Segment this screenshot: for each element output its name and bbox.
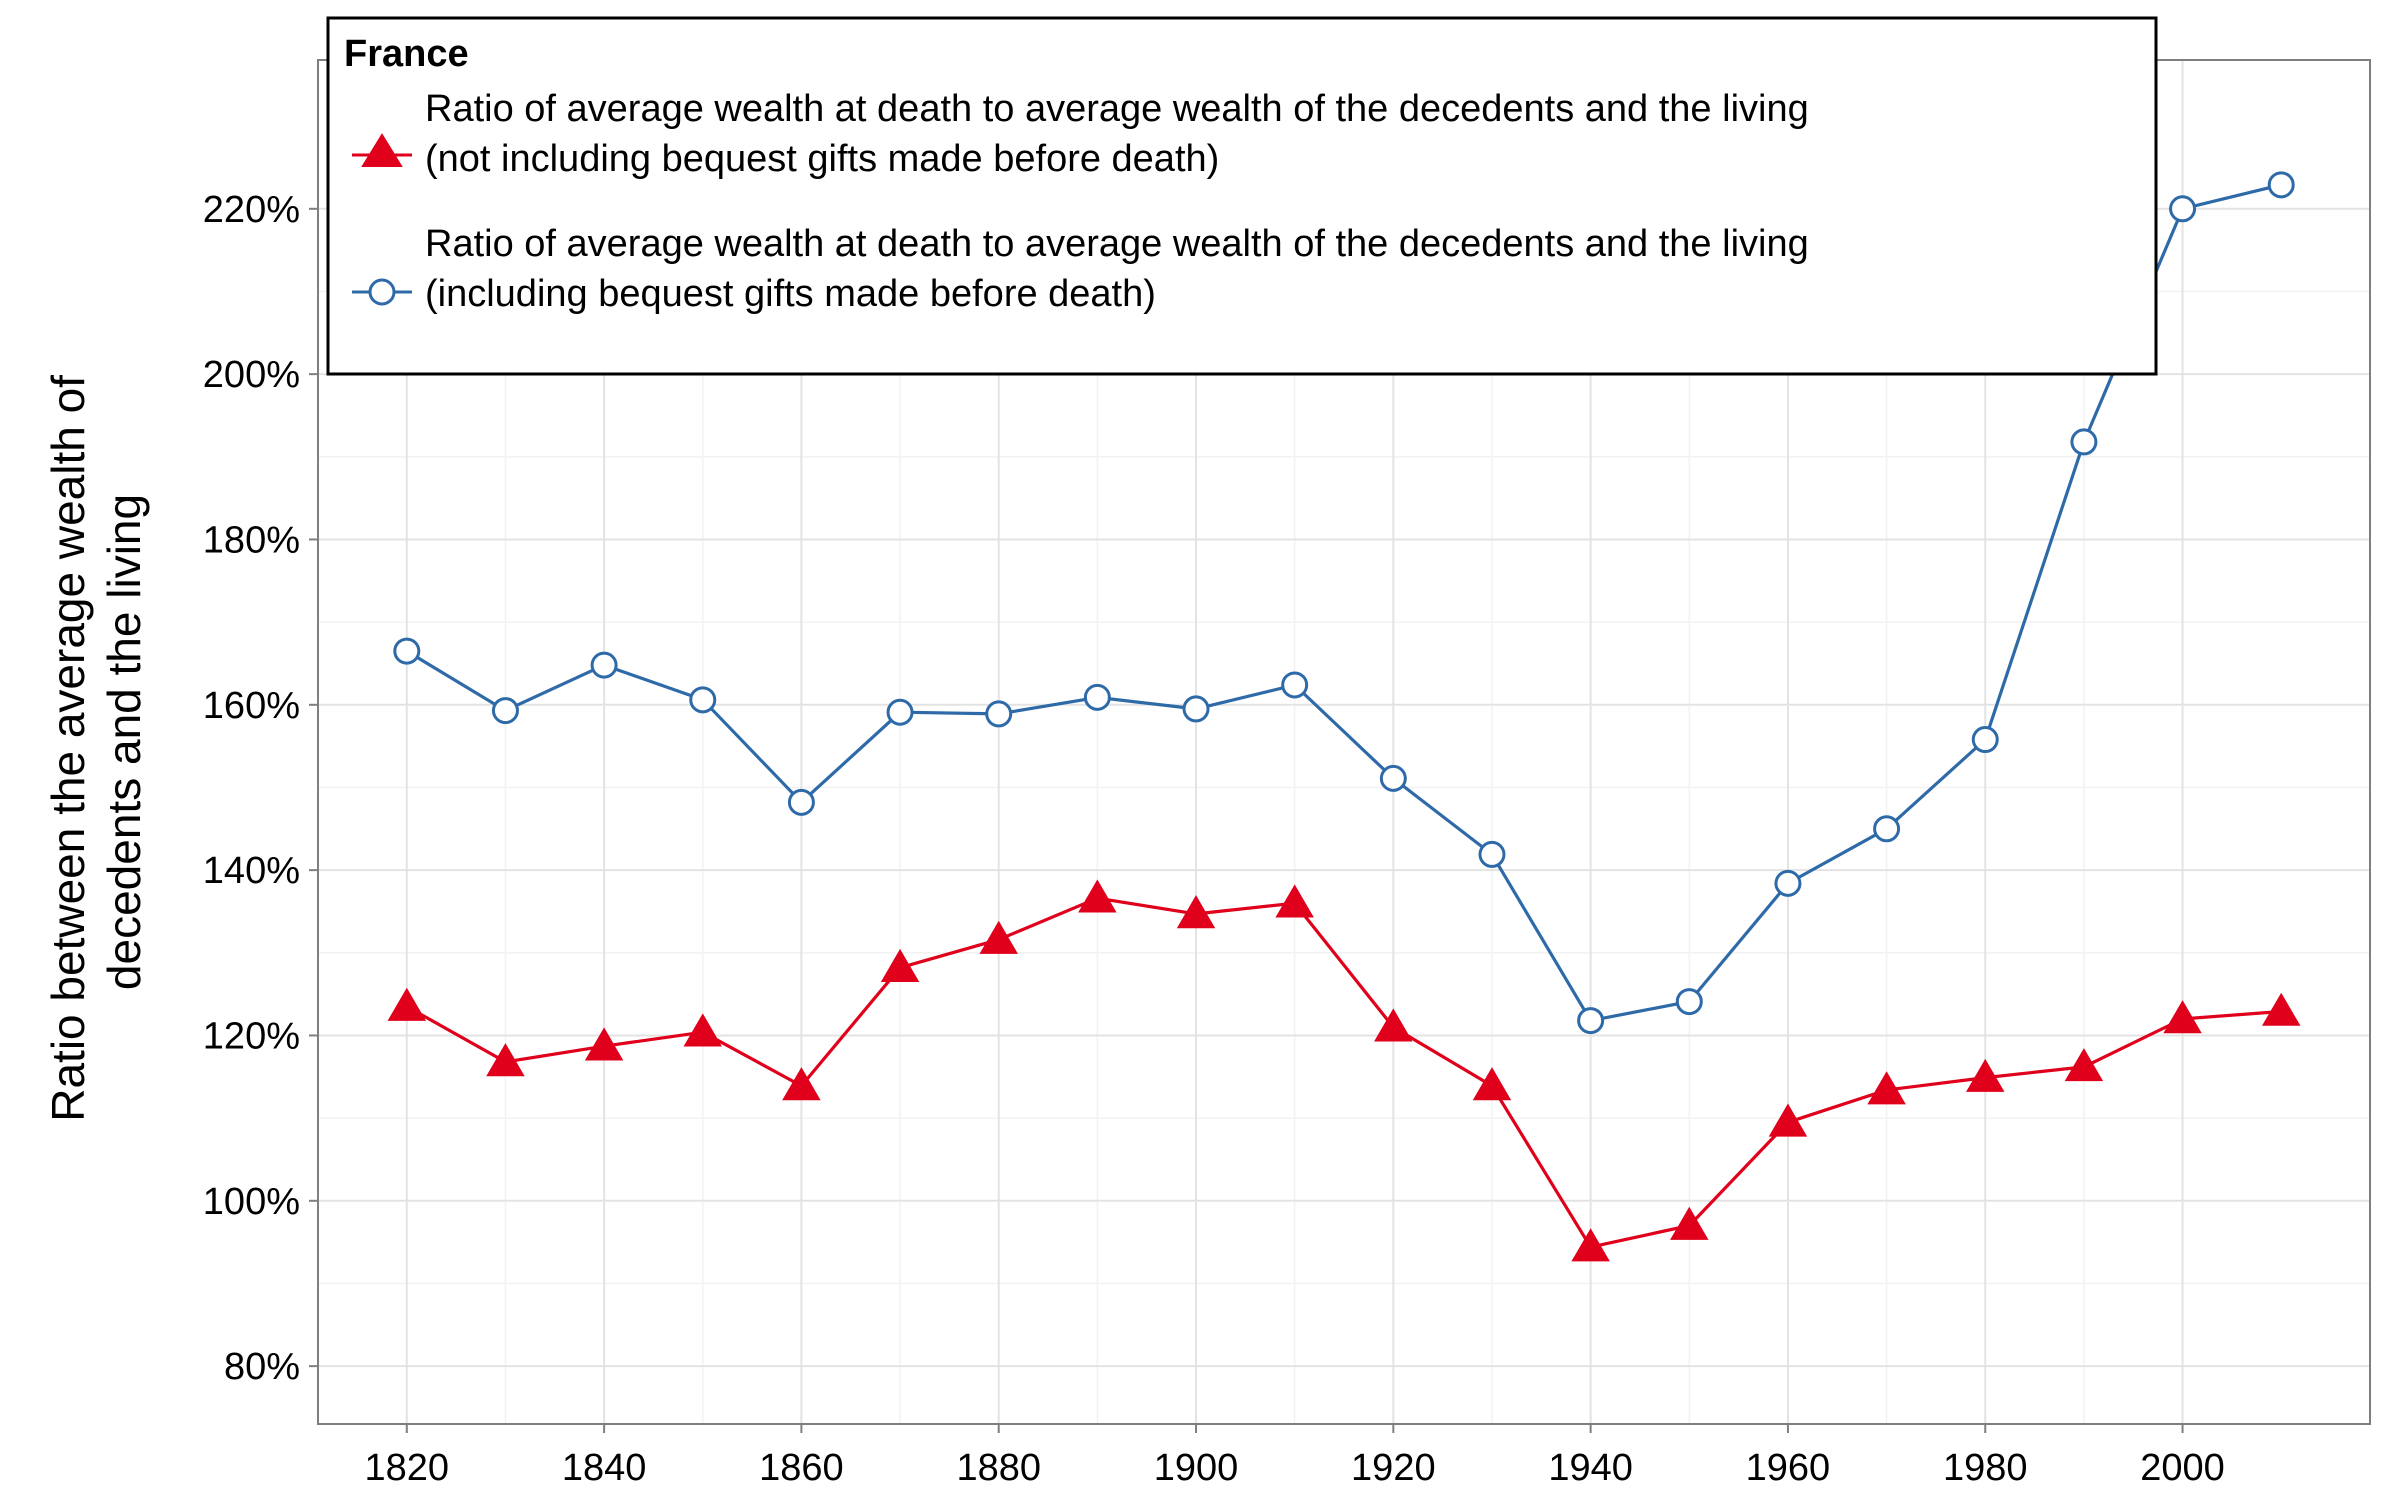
x-tick-label: 1860 xyxy=(759,1447,844,1489)
data-point-circle xyxy=(886,698,914,726)
data-point-triangle xyxy=(2163,1000,2202,1034)
data-point-circle xyxy=(1873,815,1901,843)
data-point-triangle xyxy=(683,1013,722,1047)
y-tick-label: 200% xyxy=(203,354,300,396)
legend-label-including-line-1: Ratio of average wealth at death to aver… xyxy=(425,223,1809,265)
y-axis-title-line-2: decedents and the living xyxy=(98,494,150,990)
y-axis-title-line-1: Ratio between the average wealth of xyxy=(42,375,94,1122)
data-point-circle xyxy=(1182,695,1210,723)
data-point-triangle xyxy=(1472,1067,1512,1101)
data-point-circle xyxy=(2169,195,2197,223)
data-point-circle xyxy=(590,651,618,679)
data-point-triangle xyxy=(1571,1228,1610,1262)
x-tick-label: 1960 xyxy=(1746,1447,1831,1489)
y-axis-title: Ratio between the average wealth of dece… xyxy=(42,362,150,1122)
data-point-circle xyxy=(1675,988,1703,1016)
y-tick-label: 100% xyxy=(203,1181,300,1223)
data-point-circle xyxy=(985,700,1013,728)
data-point-circle xyxy=(393,637,421,665)
data-point-triangle xyxy=(1670,1206,1709,1240)
legend-title: France xyxy=(344,33,469,75)
data-point-triangle xyxy=(1176,895,1216,929)
legend-label-not-including-line-2: (not including bequest gifts made before… xyxy=(425,138,1219,180)
x-tick-label: 1940 xyxy=(1548,1447,1633,1489)
legend-triangle-marker xyxy=(361,133,403,167)
data-point-circle xyxy=(1281,671,1309,699)
x-tick-label: 1880 xyxy=(956,1447,1041,1489)
legend: France Ratio of average wealth at death … xyxy=(326,16,2158,376)
data-point-circle xyxy=(1577,1007,1605,1035)
data-point-triangle xyxy=(782,1067,821,1101)
data-point-triangle xyxy=(1966,1058,2005,1092)
x-tick-label: 1820 xyxy=(365,1447,450,1489)
legend-label-including-line-2: (including bequest gifts made before dea… xyxy=(425,273,1156,315)
data-point-circle xyxy=(1971,726,1999,754)
series-layer xyxy=(387,171,2301,1262)
x-tick-label: 2000 xyxy=(2140,1447,2225,1489)
data-point-triangle xyxy=(1374,1008,1413,1042)
data-point-triangle xyxy=(1275,884,1314,918)
y-tick-label: 180% xyxy=(203,519,300,561)
x-tick-label: 1980 xyxy=(1943,1447,2028,1489)
data-point-circle xyxy=(689,686,717,714)
data-point-triangle xyxy=(880,948,920,982)
data-point-triangle xyxy=(584,1027,624,1061)
y-tick-label: 140% xyxy=(203,850,300,892)
legend-entry-including: Ratio of average wealth at death to aver… xyxy=(352,223,1809,315)
x-tick-label: 1920 xyxy=(1351,1447,1436,1489)
data-point-triangle xyxy=(1867,1071,1906,1105)
y-tick-label: 220% xyxy=(203,189,300,231)
data-point-circle xyxy=(1379,764,1407,792)
x-tick-label: 1840 xyxy=(562,1447,647,1489)
y-tick-label: 80% xyxy=(224,1346,300,1388)
data-point-circle xyxy=(491,697,519,725)
data-point-circle xyxy=(2070,428,2098,456)
data-point-triangle xyxy=(2261,992,2301,1026)
legend-box xyxy=(326,16,2158,376)
legend-label-not-including-line-1: Ratio of average wealth at death to aver… xyxy=(425,88,1809,130)
data-point-triangle xyxy=(1768,1103,1808,1137)
data-point-circle xyxy=(787,788,815,816)
x-axis: 1820 1840 1860 1880 1900 1920 1940 1960 1980 2000 xyxy=(365,1424,2225,1489)
data-point-triangle xyxy=(1078,879,1117,913)
series-including-gifts xyxy=(393,171,2295,1035)
y-tick-label: 120% xyxy=(203,1015,300,1057)
data-point-triangle xyxy=(486,1043,525,1077)
data-point-triangle xyxy=(387,987,427,1021)
data-point-circle xyxy=(1478,840,1506,868)
legend-circle-marker xyxy=(368,278,396,306)
y-axis: 80% 100% 120% 140% 160% 180% 200% 220% xyxy=(203,189,318,1388)
legend-entry-not-including: Ratio of average wealth at death to aver… xyxy=(352,88,1809,180)
data-point-triangle xyxy=(979,920,1018,954)
data-point-circle xyxy=(1774,869,1802,897)
data-point-triangle xyxy=(2064,1048,2104,1082)
data-point-circle xyxy=(2267,171,2295,199)
data-point-circle xyxy=(1083,683,1111,711)
series-not-including-gifts xyxy=(387,879,2301,1262)
x-tick-label: 1900 xyxy=(1154,1447,1239,1489)
series-line xyxy=(405,183,2282,1023)
series-line xyxy=(406,896,2282,1249)
y-tick-label: 160% xyxy=(203,685,300,727)
